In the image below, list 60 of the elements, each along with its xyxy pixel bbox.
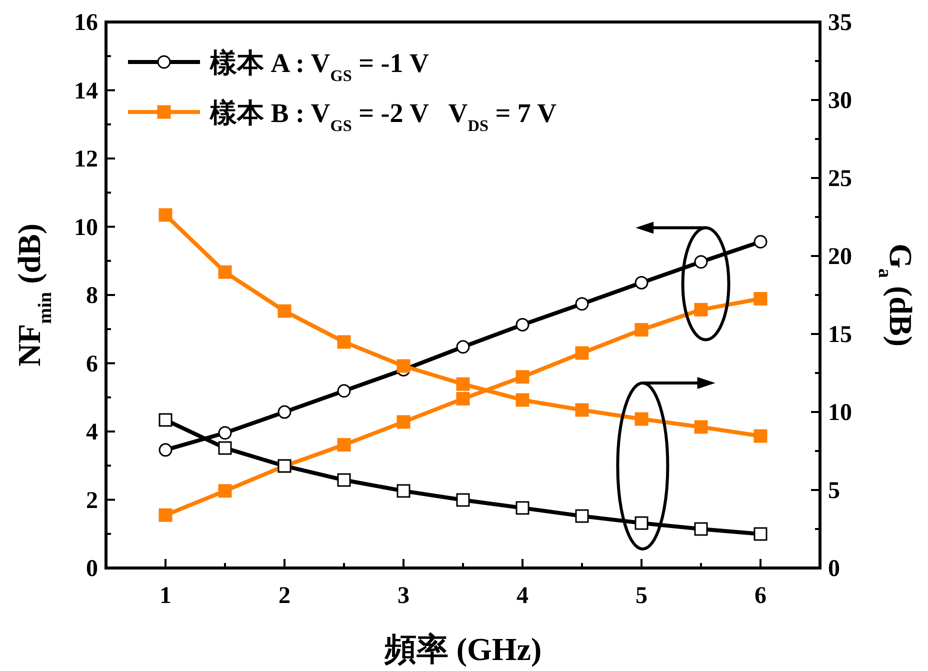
point [396,359,410,373]
point [516,501,530,515]
point [218,484,232,498]
y-tick-label: 14 [74,78,98,104]
y2-tick-label: 35 [828,10,852,36]
point [456,392,470,406]
point [634,412,648,426]
point [456,377,470,391]
point [694,420,708,434]
point [396,415,410,429]
y-tick-label: 10 [74,214,98,241]
x-axis-title: 頻率 (GHz) [383,631,542,667]
y2-tick-label: 15 [828,322,852,348]
point [754,292,768,306]
point [754,527,768,541]
point [575,346,589,360]
y2-tick-label: 25 [828,166,852,192]
point [158,508,172,522]
y-tick-label: 8 [86,283,98,309]
point [516,393,530,407]
y2-tick-label: 0 [828,556,840,582]
point [575,509,589,523]
y2-tick-label: 5 [828,478,840,504]
x-tick-label: 4 [516,583,528,609]
point [754,429,768,443]
point [278,304,292,318]
point [158,413,172,427]
y2-tick-label: 10 [828,400,852,426]
y-tick-label: 4 [86,420,98,446]
legend-label: 樣本 A : V$_{GS}$ = -1 V [209,48,430,85]
point [516,318,530,332]
y2-tick-label: 30 [828,88,852,114]
point [634,516,648,530]
x-tick-label: 6 [754,583,766,609]
point [634,323,648,337]
y-tick-label: 0 [86,556,98,582]
point [396,484,410,498]
point [694,302,708,316]
point [516,370,530,384]
x-tick-label: 5 [636,583,648,609]
x-tick-label: 1 [160,583,172,609]
y-tick-label: 16 [74,10,98,36]
x-tick-label: 2 [278,583,290,609]
point [278,405,292,419]
y-tick-label: 2 [86,488,98,514]
point [456,493,470,507]
y-tick-label: 12 [74,146,98,172]
point [337,335,351,349]
point [337,473,351,487]
y-tick-label: 6 [86,351,98,378]
point [158,208,172,222]
x-tick-label: 3 [398,583,410,609]
y2-tick-label: 20 [828,244,852,270]
legend-label: 樣本 B : V$_{GS}$ = -2 V V$_{DS}$ = 7 V [209,98,558,135]
point [575,403,589,417]
point [634,276,648,290]
point [218,441,232,455]
point [694,522,708,536]
point [218,265,232,279]
point [337,438,351,452]
